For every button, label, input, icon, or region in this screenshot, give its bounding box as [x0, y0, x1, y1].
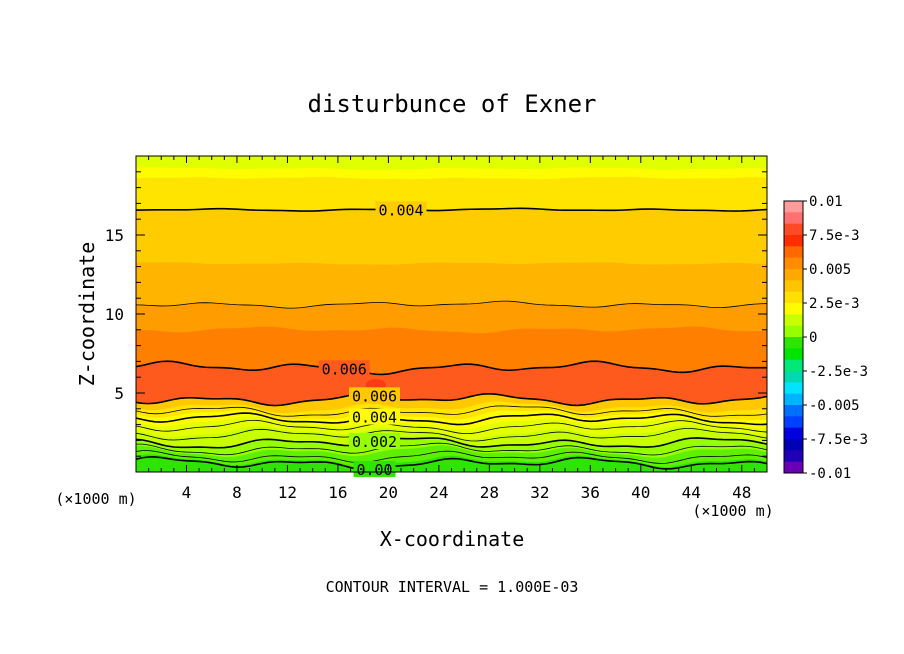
- contour-line-5: [135, 419, 768, 435]
- colorbar-swatch-15: [784, 371, 803, 383]
- colorbar-swatch-10: [784, 314, 803, 327]
- colorbar-swatch-22: [784, 450, 803, 463]
- y-tick-label-0: 5: [114, 384, 124, 403]
- contour-label-6: 0.004: [352, 409, 397, 427]
- colorbar-label-8: -0.01: [809, 466, 851, 482]
- x-tick-label-10: 44: [682, 483, 701, 502]
- x-unit-right: (×1000 m): [692, 502, 773, 520]
- contour-line-10: [135, 300, 768, 309]
- chart-title: disturbunce of Exner: [308, 90, 597, 118]
- contour-line-1: [135, 450, 768, 464]
- x-tick-labels: 4 8 12 16 20 24 28 32 36 40 44 48: [182, 483, 752, 502]
- x-unit-left: (×1000 m): [55, 490, 136, 508]
- colorbar-swatch-20: [784, 427, 803, 440]
- x-axis-label: X-coordinate: [380, 527, 525, 551]
- contour-line-2: [135, 442, 768, 456]
- contour-lines: [135, 207, 768, 471]
- colorbar-swatch-4: [784, 246, 803, 259]
- colorbar-label-0: 0.01: [809, 194, 843, 210]
- colorbar-swatch-5: [784, 257, 803, 270]
- contour-line-8: [135, 392, 768, 407]
- colorbar-swatch-7: [784, 280, 803, 293]
- contour-line-9: [135, 360, 767, 376]
- x-tick-label-2: 12: [278, 483, 297, 502]
- x-tick-label-3: 16: [328, 483, 347, 502]
- x-tick-label-11: 48: [732, 483, 751, 502]
- colorbar-label-6: -0.005: [809, 398, 860, 414]
- colorbar-label-2: 0.005: [809, 262, 851, 278]
- colorbar-labels: 0.01 7.5e-3 0.005 2.5e-3 0 -2.5e-3 -0.005 -7.5e…: [803, 194, 868, 482]
- contour-line-0: [135, 456, 768, 471]
- colorbar-swatch-11: [784, 325, 803, 338]
- contour-interval-footer: CONTOUR INTERVAL = 1.000E-03: [326, 578, 579, 596]
- colorbar-swatch-21: [784, 439, 803, 451]
- contour-label-0: 0.00: [356, 461, 392, 479]
- colorbar-swatch-0: [784, 201, 803, 213]
- colorbar-swatch-12: [784, 337, 803, 349]
- colorbar-swatch-17: [784, 393, 803, 406]
- colorbar-swatch-1: [784, 212, 803, 225]
- x-tick-label-9: 40: [631, 483, 650, 502]
- colorbar-swatch-6: [784, 269, 803, 281]
- contour-label-bg-6: [349, 408, 401, 425]
- colorbar-label-1: 7.5e-3: [809, 228, 860, 244]
- x-tick-label-8: 36: [581, 483, 600, 502]
- colorbar-swatch-13: [784, 348, 803, 361]
- contour-line-6: [135, 412, 768, 426]
- contour-label-3: 0.002: [352, 433, 397, 451]
- colorbar-label-4: 0: [809, 330, 817, 346]
- contour-label-bg-0: [353, 460, 396, 477]
- contour-label-bg-3: [349, 433, 401, 450]
- contour-line-11: [135, 207, 768, 212]
- y-tick-label-1: 10: [105, 305, 124, 324]
- colorbar-swatch-14: [784, 359, 803, 372]
- colorbar-swatch-3: [784, 235, 803, 247]
- colorbar-swatch-16: [784, 382, 803, 395]
- colorbar-swatch-8: [784, 291, 803, 304]
- contour-label-bg-8: [349, 387, 401, 404]
- colorbar-swatch-2: [784, 223, 803, 236]
- contour-line-3: [135, 437, 768, 449]
- x-tick-label-5: 24: [429, 483, 448, 502]
- contour-line-7: [135, 405, 768, 417]
- colorbar-label-5: -2.5e-3: [809, 364, 868, 380]
- colorbar-label-3: 2.5e-3: [809, 296, 860, 312]
- band-15: [136, 454, 767, 472]
- colorbar-swatch-19: [784, 416, 803, 429]
- colorbar-swatch-23: [784, 461, 803, 474]
- filled-bands: [136, 156, 767, 473]
- axis-ticks: [136, 156, 767, 472]
- contour-label-8: 0.006: [352, 387, 397, 405]
- x-tick-label-4: 20: [379, 483, 398, 502]
- x-tick-label-1: 8: [232, 483, 242, 502]
- contour-labels: 0.00 0.002 0.004 0.006 0.006 0.004: [318, 201, 427, 479]
- colorbar-label-7: -7.5e-3: [809, 432, 868, 448]
- colorbar-swatch-18: [784, 405, 803, 417]
- colorbar-swatch-9: [784, 303, 803, 315]
- contour-label-bg-11: [375, 201, 427, 218]
- contour-label-9: 0.006: [322, 360, 367, 378]
- colorbar: [783, 200, 804, 474]
- contour-label-11: 0.004: [378, 201, 423, 219]
- x-tick-label-7: 32: [530, 483, 549, 502]
- y-tick-labels: 5 10 15: [105, 226, 124, 403]
- x-tick-label-6: 28: [480, 483, 499, 502]
- y-tick-label-2: 15: [105, 226, 124, 245]
- contour-label-bg-9: [318, 360, 370, 377]
- x-tick-label-0: 4: [182, 483, 192, 502]
- contour-line-4: [135, 428, 768, 442]
- y-axis-label: Z-coordinate: [75, 242, 99, 387]
